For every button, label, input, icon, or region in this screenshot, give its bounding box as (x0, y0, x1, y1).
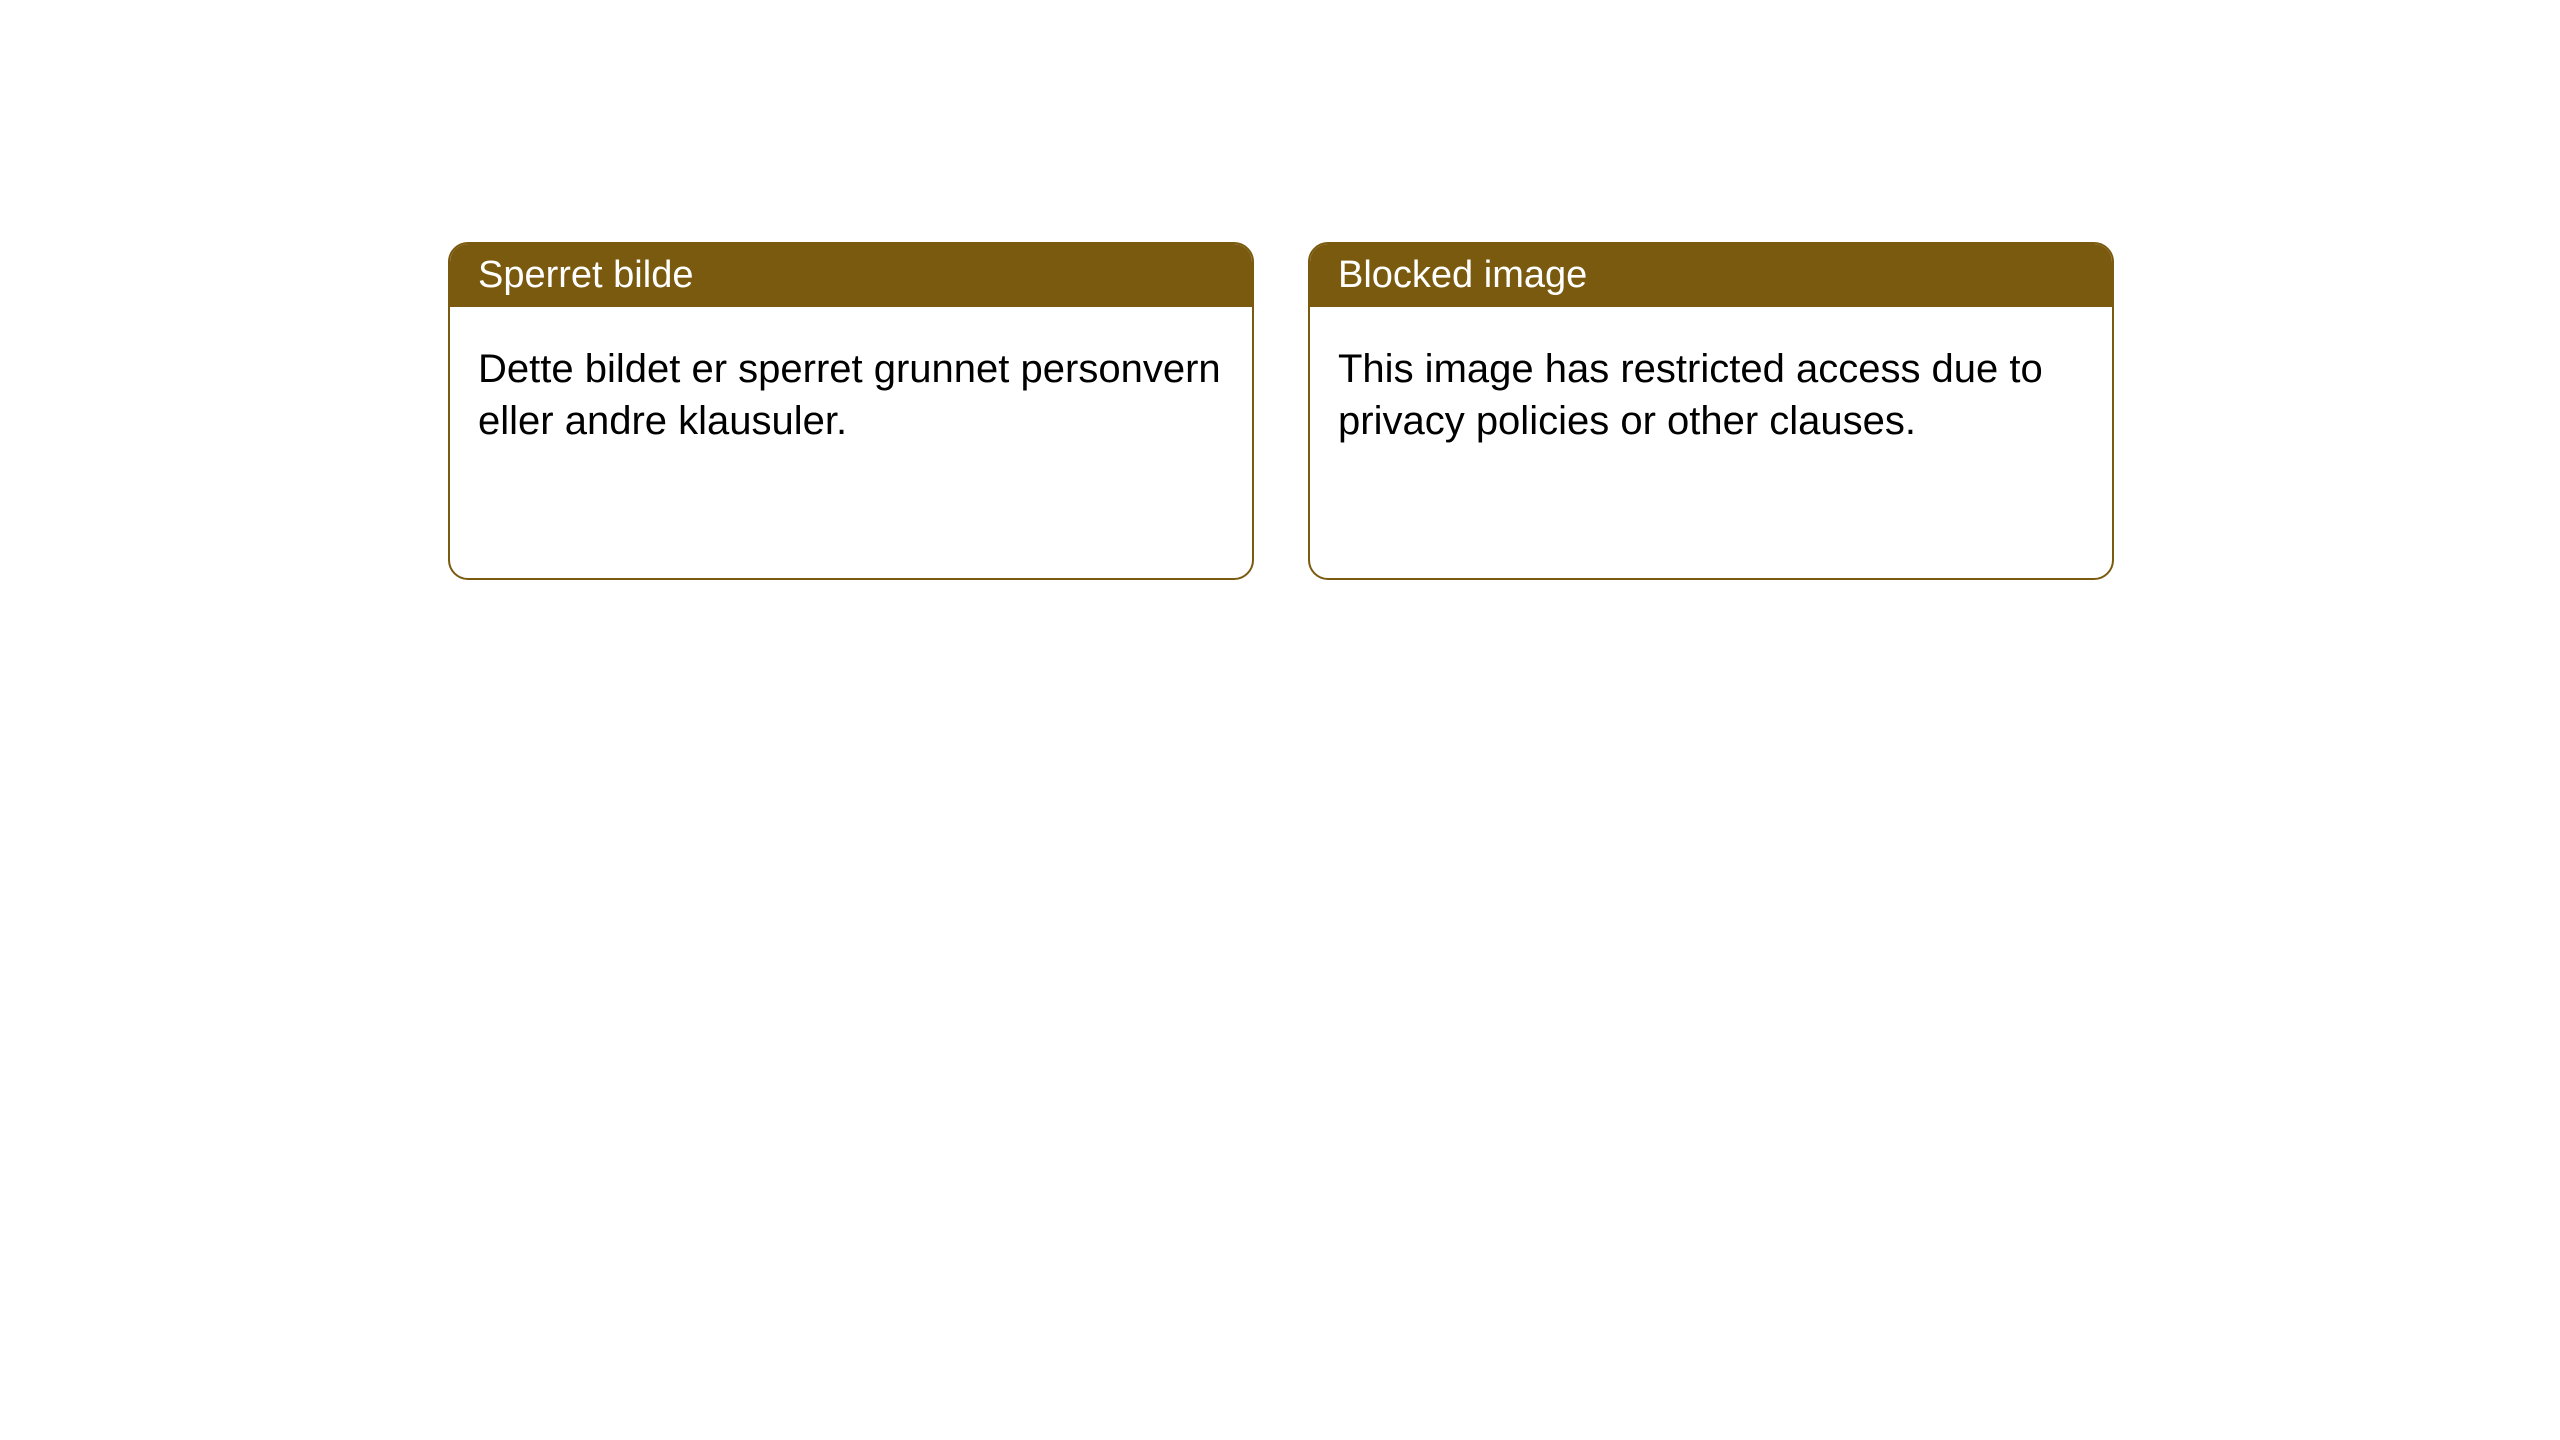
notice-body-english: This image has restricted access due to … (1310, 307, 2112, 483)
notice-header-norwegian: Sperret bilde (450, 244, 1252, 307)
notice-container: Sperret bilde Dette bildet er sperret gr… (0, 0, 2560, 580)
notice-body-norwegian: Dette bildet er sperret grunnet personve… (450, 307, 1252, 483)
notice-header-english: Blocked image (1310, 244, 2112, 307)
notice-text-english: This image has restricted access due to … (1338, 347, 2043, 443)
notice-title-norwegian: Sperret bilde (478, 254, 693, 296)
notice-text-norwegian: Dette bildet er sperret grunnet personve… (478, 347, 1221, 443)
notice-card-norwegian: Sperret bilde Dette bildet er sperret gr… (448, 242, 1254, 580)
notice-card-english: Blocked image This image has restricted … (1308, 242, 2114, 580)
notice-title-english: Blocked image (1338, 254, 1587, 296)
